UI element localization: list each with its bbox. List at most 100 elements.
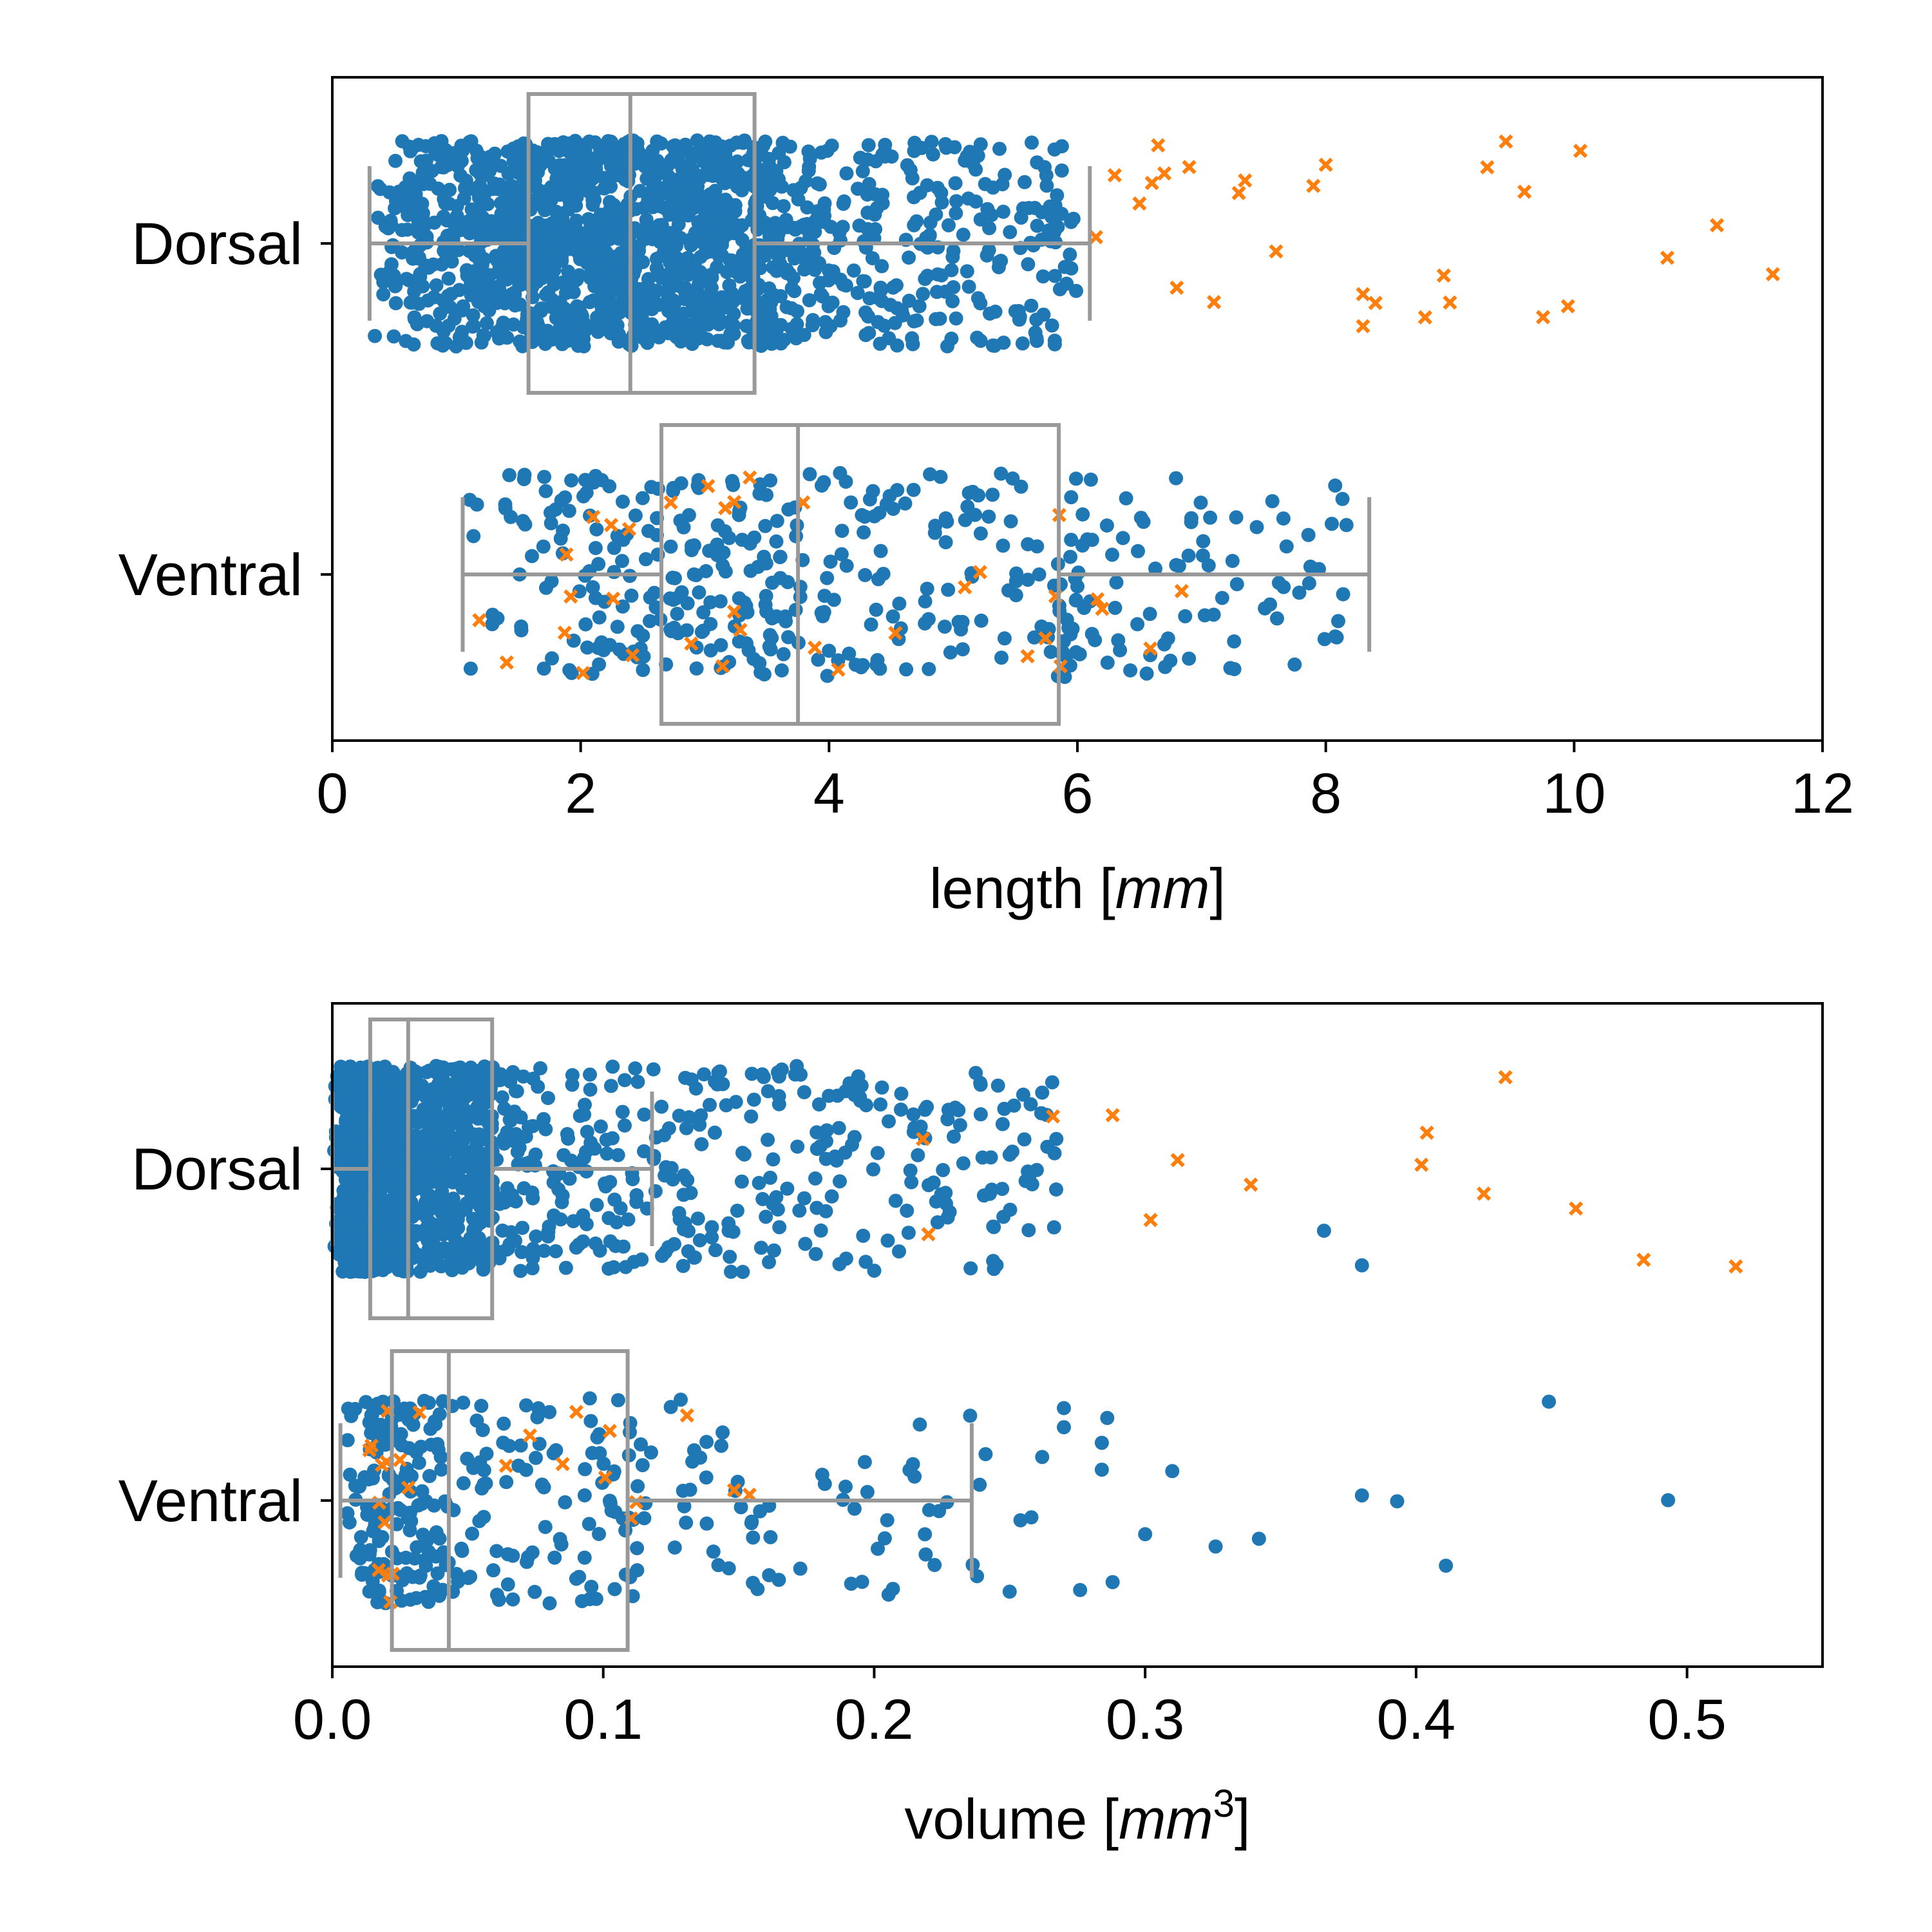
volume-dorsal-point: [721, 1224, 736, 1238]
length-ventral-point: [811, 652, 826, 667]
length-ventral-point: [762, 628, 777, 643]
length-ventral-point: [518, 517, 533, 532]
volume-dorsal-point: [475, 1202, 490, 1217]
volume-dorsal-point: [690, 1211, 705, 1226]
length-dorsal-point: [801, 144, 816, 159]
volume-dorsal-point: [370, 1262, 384, 1276]
volume-dorsal-point: [346, 1088, 361, 1103]
length-dorsal-point: [690, 263, 705, 278]
volume-dorsal-point: [337, 1238, 352, 1253]
volume-ventral-point: [529, 1450, 543, 1465]
length-dorsal-point: [580, 151, 594, 166]
length-dorsal-point: [650, 227, 665, 242]
length-ventral-point: [615, 554, 629, 569]
length-dorsal-point: [427, 136, 442, 151]
volume-dorsal-x-marker: [1419, 1125, 1434, 1141]
volume-box-layer: [330, 1018, 974, 1652]
length-dorsal-x-marker: [1107, 167, 1122, 183]
length-ventral-point: [578, 473, 592, 488]
volume-ventral-point: [1165, 1464, 1180, 1479]
length-dorsal-point: [728, 198, 743, 213]
volume-dorsal-point: [1021, 1223, 1036, 1238]
length-dorsal-point: [971, 291, 985, 306]
volume-dorsal-point: [431, 1087, 446, 1102]
volume-dorsal-point: [683, 1186, 698, 1200]
volume-dorsal-point: [870, 1146, 885, 1160]
length-dorsal-point: [877, 318, 891, 333]
length-ventral-point: [920, 582, 934, 596]
length-ventral-point: [839, 558, 854, 573]
length-dorsal-point: [799, 259, 814, 274]
volume-dorsal-point: [621, 1212, 636, 1227]
length-ventral-point: [1328, 629, 1343, 644]
volume-dorsal-point: [930, 1215, 945, 1229]
volume-dorsal-point: [759, 1209, 773, 1224]
volume-dorsal-point: [536, 1112, 551, 1126]
volume-dorsal-point: [525, 1261, 540, 1276]
length-ventral-point: [1142, 607, 1157, 621]
length-ventral-point: [597, 594, 612, 609]
length-dorsal-point: [674, 158, 689, 173]
volume-dorsal-point: [334, 1214, 349, 1229]
volume-ventral-point: [354, 1530, 368, 1544]
volume-dorsal-point: [399, 1113, 413, 1128]
length-dorsal-point: [973, 137, 988, 152]
length-dorsal-x-marker: [1144, 175, 1159, 191]
volume-dorsal-point: [482, 1213, 497, 1228]
volume-dorsal-point: [942, 1205, 957, 1219]
volume-dorsal-point: [790, 1139, 805, 1154]
length-dorsal-point: [821, 263, 836, 278]
volume-ventral-point: [589, 1591, 603, 1606]
volume-ventral-point: [349, 1548, 364, 1563]
length-dorsal-point: [833, 272, 848, 287]
length-dorsal-point: [988, 305, 1003, 319]
volume-dorsal-point: [833, 1174, 847, 1189]
volume-ventral-point: [519, 1398, 534, 1413]
length-dorsal-point: [398, 180, 413, 194]
length-dorsal-point: [607, 227, 622, 241]
length-dorsal-x-marker: [1132, 196, 1147, 211]
volume-ventral-x-marker: [726, 1482, 742, 1498]
length-ventral-x-marker: [701, 478, 715, 493]
volume-dorsal-point: [744, 1066, 759, 1081]
volume-dorsal-point: [618, 1073, 632, 1088]
volume-dorsal-point: [522, 1155, 537, 1170]
length-dorsal-point: [715, 248, 730, 263]
length-ventral-point: [592, 610, 607, 625]
volume-dorsal-point: [772, 1097, 786, 1112]
volume-dorsal-point: [813, 1223, 828, 1238]
volume-ventral-point: [922, 1502, 936, 1517]
length-dorsal-point: [819, 325, 833, 339]
volume-ventral-x-marker: [522, 1428, 538, 1443]
length-ventral-x-marker: [715, 659, 730, 674]
length-ventral-point: [643, 590, 658, 605]
length-dorsal-point: [741, 334, 755, 348]
length-ventral-x-marker: [606, 591, 621, 606]
length-ventral-point: [1249, 520, 1264, 535]
volume-dorsal-point: [647, 1149, 661, 1164]
length-dorsal-point: [689, 309, 704, 324]
volume-dorsal-point: [589, 1198, 604, 1213]
length-ventral-point: [544, 516, 558, 531]
volume-dorsal-point: [634, 1252, 649, 1267]
length-dorsal-point: [773, 317, 788, 332]
length-ventral-point: [898, 496, 913, 511]
length-dorsal-point: [1030, 218, 1045, 233]
volume-dorsal-x-marker: [1636, 1253, 1651, 1267]
volume-ventral-point: [1013, 1513, 1028, 1528]
volume-dorsal-point: [808, 1171, 822, 1186]
length-dorsal-point: [564, 186, 579, 201]
volume-dorsal-point: [1023, 1097, 1038, 1112]
length-dorsal-point: [658, 201, 672, 216]
length-dorsal-point: [586, 293, 601, 308]
volume-ventral-point: [1002, 1584, 1017, 1599]
length-dorsal-x-marker: [1306, 178, 1321, 193]
length-dorsal-point: [538, 202, 553, 217]
length-ventral-point: [958, 513, 972, 527]
length-ventral-point: [490, 611, 505, 626]
length-dorsal-point: [555, 337, 569, 352]
volume-dorsal-point: [515, 1220, 530, 1235]
length-dorsal-point: [889, 301, 904, 316]
length-dorsal-point: [777, 155, 791, 169]
length-dorsal-point: [587, 235, 601, 250]
